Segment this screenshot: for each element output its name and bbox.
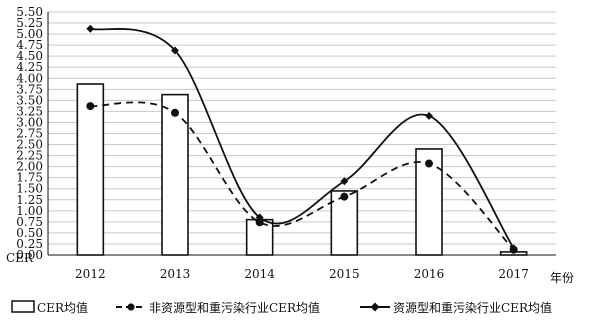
legend-marker-circle (127, 303, 135, 311)
x-tick-label: 2012 (75, 267, 106, 281)
dashed-series-point (255, 218, 264, 227)
y-tick-label: 3.75 (16, 82, 43, 96)
legend-label-dashed: 非资源型和重污染行业CER均值 (149, 300, 320, 315)
y-tick-label: 4.00 (16, 71, 43, 85)
solid-series-point (340, 177, 349, 186)
solid-series-point (86, 24, 95, 33)
dashed-series-point (340, 192, 349, 201)
grid-lines (48, 11, 556, 245)
y-tick-label: 1.25 (16, 193, 43, 207)
y-tick-label: 5.25 (16, 16, 43, 30)
solid-series-point (425, 111, 433, 120)
legend: CER均值 非资源型和重污染行业CER均值 资源型和重污染行业CER均值 (11, 300, 552, 315)
y-tick-label: 2.25 (16, 149, 43, 163)
line-series (86, 24, 518, 254)
legend-label-solid: 资源型和重污染行业CER均值 (393, 300, 552, 315)
x-tick-label: 2015 (329, 267, 360, 281)
dashed-series-line (90, 101, 515, 251)
y-tick-label: 1.75 (16, 171, 43, 185)
x-tick-label: 2014 (244, 267, 275, 281)
y-tick-label: 0.25 (16, 237, 43, 251)
bar-series (76, 83, 528, 256)
x-tick-label: 2013 (160, 267, 191, 281)
x-tick-label: 2016 (414, 267, 445, 281)
y-tick-label: 4.25 (16, 60, 43, 74)
y-tick-label: 0.00 (16, 248, 43, 262)
y-tick-label: 0.75 (16, 215, 43, 229)
y-tick-label: 2.50 (16, 138, 43, 152)
y-tick-label: 4.75 (16, 38, 43, 52)
y-tick-label: 0.50 (16, 226, 43, 240)
solid-series-point (509, 244, 518, 253)
y-tick-label: 3.50 (16, 93, 43, 107)
solid-series-point (171, 46, 179, 55)
y-tick-label: 5.00 (16, 27, 43, 41)
dashed-series-point (171, 108, 179, 117)
solid-series-line (90, 27, 515, 249)
legend-label-bar: CER均值 (37, 300, 88, 315)
y-tick-label: 2.75 (16, 127, 43, 141)
y-tick-label: 3.00 (16, 115, 43, 129)
solid-series-point (255, 213, 264, 222)
x-axis-label: 年份 (550, 271, 574, 285)
legend-marker-diamond (370, 302, 380, 312)
bar (161, 93, 189, 256)
y-tick-label: 4.50 (16, 49, 43, 63)
axes: 0.000.250.500.751.001.251.501.752.002.25… (16, 5, 556, 281)
y-tick-label: 3.25 (16, 104, 43, 118)
legend-swatch-bar (11, 300, 35, 313)
y-tick-label: 5.50 (16, 5, 43, 19)
y-tick-label: 1.00 (16, 204, 43, 218)
y-tick-label: 2.00 (16, 160, 43, 174)
dashed-series-point (86, 102, 95, 111)
dashed-series-point (425, 159, 433, 168)
y-tick-label: 1.50 (16, 182, 43, 196)
x-tick-label: 2017 (498, 267, 529, 281)
y-axis-label: CER (6, 251, 34, 265)
